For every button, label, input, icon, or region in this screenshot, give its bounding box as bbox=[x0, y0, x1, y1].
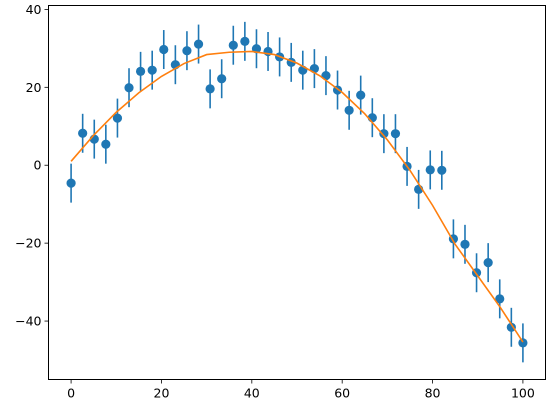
data-point bbox=[228, 40, 238, 50]
data-point bbox=[518, 338, 528, 348]
data-point bbox=[182, 46, 192, 56]
data-point bbox=[159, 44, 169, 55]
data-point bbox=[356, 90, 366, 100]
data-point bbox=[506, 322, 516, 332]
x-tick-label: 40 bbox=[244, 386, 260, 401]
data-point bbox=[78, 128, 88, 138]
y-tick-label: −40 bbox=[15, 314, 41, 329]
data-point bbox=[205, 84, 215, 94]
data-point bbox=[483, 258, 493, 268]
y-axis: −40 −20 0 20 40 bbox=[15, 2, 49, 329]
axes-frame bbox=[48, 5, 546, 380]
data-point bbox=[193, 39, 204, 49]
y-tick-label: 40 bbox=[26, 2, 42, 17]
data-point bbox=[112, 113, 123, 123]
errorbar-series bbox=[66, 21, 528, 363]
x-tick-label: 80 bbox=[425, 386, 441, 401]
data-point bbox=[101, 139, 111, 149]
data-point bbox=[379, 129, 389, 139]
y-tick-label: −20 bbox=[15, 236, 41, 251]
y-tick-label: 0 bbox=[34, 158, 42, 173]
data-point bbox=[390, 129, 401, 139]
x-tick-label: 60 bbox=[334, 386, 350, 401]
data-point bbox=[217, 74, 227, 84]
data-point bbox=[240, 36, 250, 46]
x-axis: 0 20 40 60 80 100 bbox=[67, 379, 535, 401]
data-point bbox=[460, 239, 470, 249]
data-point bbox=[495, 294, 505, 304]
x-tick-label: 100 bbox=[511, 386, 535, 401]
data-point bbox=[124, 83, 134, 93]
data-point bbox=[425, 165, 435, 175]
plot-area bbox=[66, 21, 528, 363]
x-tick-label: 20 bbox=[154, 386, 170, 401]
data-point bbox=[344, 105, 354, 115]
data-point bbox=[135, 66, 146, 76]
data-point bbox=[66, 178, 76, 188]
data-point bbox=[437, 165, 447, 175]
y-tick-label: 20 bbox=[26, 80, 42, 95]
data-point bbox=[147, 65, 157, 75]
fit-line bbox=[70, 50, 524, 343]
x-tick-label: 0 bbox=[67, 386, 75, 401]
